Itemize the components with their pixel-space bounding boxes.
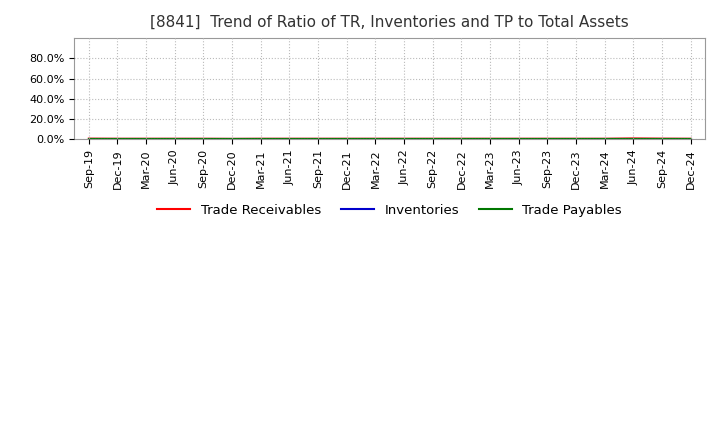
Trade Payables [84, 136, 93, 142]
Trade Receivables [256, 136, 265, 141]
Trade Payables [142, 136, 150, 142]
Trade Receivables [657, 136, 666, 141]
Inventories [371, 137, 379, 142]
Trade Receivables [285, 136, 294, 141]
Trade Receivables [228, 136, 236, 142]
Trade Payables [572, 136, 580, 142]
Inventories [629, 137, 638, 142]
Inventories [285, 137, 294, 142]
Inventories [486, 137, 495, 142]
Trade Payables [228, 136, 236, 142]
Trade Payables [113, 136, 122, 142]
Trade Receivables [199, 136, 208, 141]
Inventories [142, 137, 150, 142]
Trade Payables [343, 136, 351, 142]
Trade Receivables [572, 136, 580, 141]
Inventories [171, 137, 179, 142]
Trade Payables [428, 136, 437, 142]
Trade Payables [171, 136, 179, 142]
Inventories [343, 137, 351, 142]
Trade Payables [457, 136, 466, 142]
Trade Payables [600, 136, 609, 142]
Trade Receivables [457, 136, 466, 141]
Title: [8841]  Trend of Ratio of TR, Inventories and TP to Total Assets: [8841] Trend of Ratio of TR, Inventories… [150, 15, 629, 30]
Trade Receivables [486, 136, 495, 141]
Trade Receivables [428, 136, 437, 141]
Inventories [256, 137, 265, 142]
Trade Receivables [142, 136, 150, 141]
Trade Receivables [113, 136, 122, 141]
Trade Receivables [314, 136, 323, 141]
Trade Receivables [629, 136, 638, 141]
Trade Receivables [543, 136, 552, 141]
Trade Payables [285, 136, 294, 142]
Trade Receivables [343, 136, 351, 141]
Trade Receivables [686, 136, 695, 141]
Trade Receivables [371, 136, 379, 141]
Inventories [84, 137, 93, 142]
Trade Receivables [171, 136, 179, 141]
Trade Payables [514, 136, 523, 142]
Inventories [543, 137, 552, 142]
Inventories [314, 137, 323, 142]
Trade Payables [371, 136, 379, 142]
Inventories [199, 137, 208, 142]
Trade Payables [686, 136, 695, 142]
Trade Receivables [400, 136, 408, 141]
Trade Payables [314, 136, 323, 142]
Trade Receivables [600, 136, 609, 141]
Inventories [400, 137, 408, 142]
Inventories [113, 137, 122, 142]
Legend: Trade Receivables, Inventories, Trade Payables: Trade Receivables, Inventories, Trade Pa… [152, 199, 627, 222]
Inventories [228, 137, 236, 142]
Inventories [572, 137, 580, 142]
Trade Receivables [514, 136, 523, 141]
Inventories [457, 137, 466, 142]
Trade Payables [199, 136, 208, 142]
Trade Payables [629, 136, 638, 142]
Trade Receivables [84, 136, 93, 141]
Inventories [428, 137, 437, 142]
Trade Payables [543, 136, 552, 142]
Trade Payables [657, 136, 666, 142]
Inventories [686, 137, 695, 142]
Inventories [514, 137, 523, 142]
Trade Payables [486, 136, 495, 142]
Trade Payables [256, 136, 265, 142]
Inventories [657, 137, 666, 142]
Inventories [600, 137, 609, 142]
Trade Payables [400, 136, 408, 142]
